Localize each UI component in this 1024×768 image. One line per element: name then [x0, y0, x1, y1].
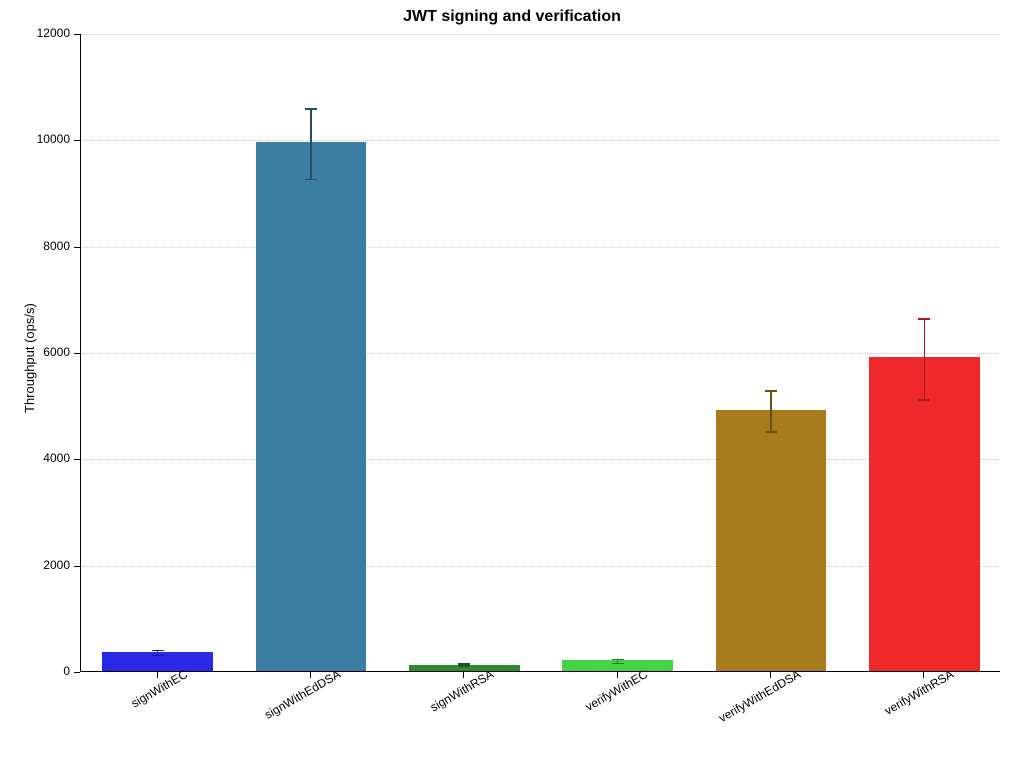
chart-container: JWT signing and verification Throughput … [0, 0, 1024, 768]
y-tick-mark [74, 566, 80, 567]
y-tick-label: 6000 [0, 345, 70, 359]
x-tick-label: signWithEdDSA [215, 667, 343, 749]
bar [256, 142, 366, 671]
y-tick-label: 8000 [0, 239, 70, 253]
plot-area [80, 34, 1000, 672]
bar [869, 357, 979, 671]
bar [716, 410, 826, 671]
x-tick-label: signWithEC [61, 667, 189, 749]
x-tick-label: verifyWithRSA [828, 667, 956, 749]
y-tick-mark [74, 247, 80, 248]
y-tick-mark [74, 459, 80, 460]
error-bar [454, 663, 474, 666]
x-tick-mark [770, 672, 771, 678]
y-tick-label: 0 [0, 664, 70, 678]
y-tick-label: 12000 [0, 26, 70, 40]
x-tick-label: signWithRSA [368, 667, 496, 749]
y-tick-label: 4000 [0, 451, 70, 465]
x-tick-mark [310, 672, 311, 678]
gridline [81, 140, 1000, 141]
error-bar [148, 650, 168, 656]
error-bar [301, 108, 321, 180]
error-bar [608, 659, 628, 664]
x-tick-label: verifyWithEdDSA [675, 667, 803, 749]
gridline [81, 459, 1000, 460]
x-tick-mark [617, 672, 618, 678]
x-tick-mark [157, 672, 158, 678]
x-tick-label: verifyWithEC [521, 667, 649, 749]
x-tick-mark [923, 672, 924, 678]
y-tick-label: 10000 [0, 132, 70, 146]
y-tick-label: 2000 [0, 558, 70, 572]
chart-title: JWT signing and verification [0, 8, 1024, 26]
x-tick-mark [463, 672, 464, 678]
error-bar [761, 390, 781, 433]
y-tick-mark [74, 672, 80, 673]
gridline [81, 247, 1000, 248]
gridline [81, 566, 1000, 567]
y-tick-mark [74, 34, 80, 35]
gridline [81, 353, 1000, 354]
gridline [81, 34, 1000, 35]
y-tick-mark [74, 353, 80, 354]
error-bar [914, 318, 934, 400]
y-tick-mark [74, 140, 80, 141]
